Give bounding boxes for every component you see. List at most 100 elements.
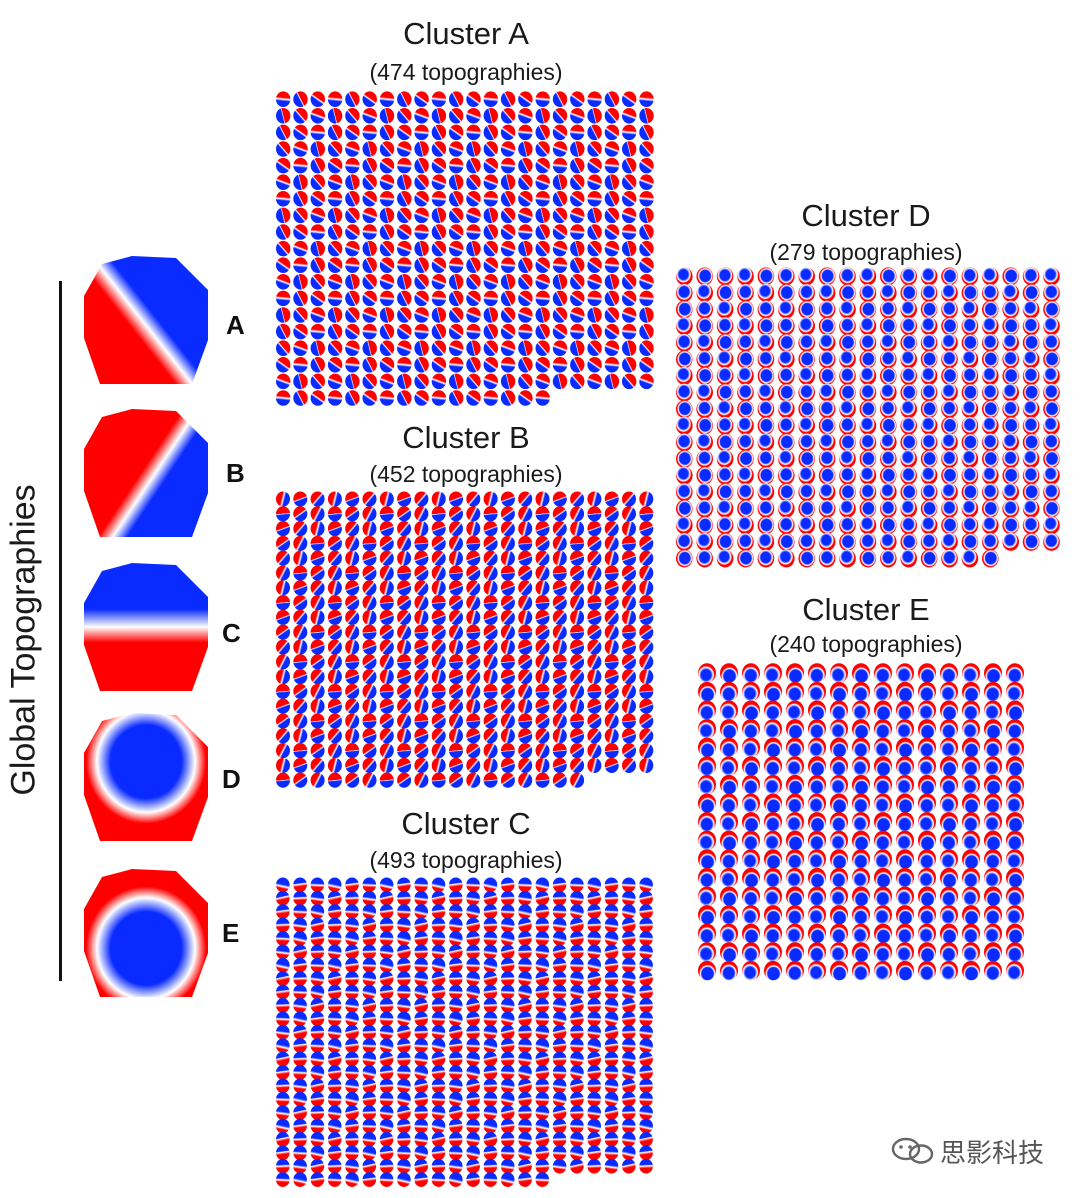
cluster-d-topography [737, 483, 754, 502]
cluster-b-topography [345, 506, 360, 522]
cluster-b-topography [466, 491, 481, 507]
cluster-a-topography [587, 124, 602, 141]
cluster-c-topography [552, 1158, 567, 1174]
cluster-b-topography [431, 624, 446, 640]
cluster-c-topography [466, 1145, 480, 1161]
cluster-a-topography [431, 224, 447, 240]
cluster-c-topography [397, 904, 411, 919]
cluster-e-topography [852, 663, 870, 683]
cluster-b-topography [604, 639, 619, 655]
cluster-b-topography [466, 639, 481, 655]
cluster-a-topography [535, 174, 550, 190]
cluster-c-topography [310, 1051, 325, 1067]
cluster-d-topography [941, 449, 958, 468]
cluster-a-topography [483, 141, 498, 157]
head-topography-a [84, 256, 208, 384]
cluster-d-topography [961, 483, 979, 502]
cluster-c-topography [483, 1038, 498, 1053]
cluster-d-topography [696, 449, 713, 468]
cluster-d-topography [716, 416, 734, 435]
cluster-a-topography [570, 207, 585, 224]
cluster-e-topography [742, 923, 760, 944]
cluster-b-topography [535, 772, 550, 788]
cluster-c-topography [397, 944, 411, 960]
cluster-d-topography [818, 350, 836, 369]
cluster-c-topography [639, 904, 653, 919]
cluster-a-topography [535, 108, 550, 124]
cluster-d-topography [1022, 433, 1040, 452]
cluster-d-topography [839, 433, 856, 452]
cluster-a-topography [483, 174, 498, 190]
cluster-b-topography [466, 521, 481, 537]
cluster-d-topography [880, 532, 897, 551]
cluster-d-topography [900, 383, 917, 402]
cluster-b-topography [466, 506, 481, 522]
cluster-c-topography [362, 957, 377, 973]
cluster-b-topography [639, 683, 654, 699]
cluster-e-topography [698, 886, 716, 906]
cluster-b-topography [587, 683, 602, 699]
cluster-d-topography [1022, 333, 1040, 352]
cluster-d-topography [920, 433, 938, 452]
cluster-a-topography [500, 307, 516, 323]
cluster-b-topography [362, 669, 377, 685]
cluster-a-topography [587, 207, 602, 224]
cluster-a-topography [535, 323, 550, 340]
cluster-a-topography [466, 141, 481, 157]
cluster-d-topography [941, 499, 958, 518]
cluster-d-topography [1022, 366, 1040, 385]
cluster-a-topography [397, 191, 412, 207]
cluster-c-topography [310, 877, 325, 893]
cluster-c-topography [414, 1011, 428, 1027]
cluster-d-topography [696, 483, 713, 502]
cluster-a-topography [587, 240, 602, 257]
cluster-b-topography [379, 565, 394, 581]
cluster-c-topography [449, 1132, 463, 1147]
cluster-c-topography [310, 1105, 325, 1120]
cluster-c-topography [552, 904, 567, 919]
cluster-c-topography [379, 1145, 394, 1161]
cluster-a-topography [535, 357, 550, 373]
cluster-c-topography [587, 1158, 601, 1174]
cluster-c-topography [570, 998, 584, 1013]
cluster-e-topography [830, 849, 848, 869]
cluster-c-topography [604, 944, 619, 960]
cluster-d-topography [818, 300, 836, 319]
cluster-b-topography [518, 743, 533, 759]
cluster-e-topography [698, 663, 716, 683]
cluster-b-topography [639, 550, 654, 566]
cluster-b-topography [276, 669, 290, 685]
cluster-b-topography [570, 624, 585, 640]
cluster-a-topography [397, 224, 412, 240]
cluster-b-topography [518, 506, 533, 522]
cluster-b-topography [483, 521, 498, 537]
cluster-b-topography [414, 550, 429, 566]
cluster-c-topography [639, 1011, 653, 1027]
cluster-a-topography [310, 240, 325, 257]
cluster-b-topography [310, 743, 325, 759]
cluster-a-topography [500, 191, 516, 207]
cluster-e-topography [874, 812, 892, 832]
cluster-d-topography [757, 416, 775, 435]
cluster-a-topography [327, 207, 343, 224]
cluster-c-topography [293, 1078, 307, 1094]
cluster-e-topography [984, 867, 1002, 888]
cluster-c-topography [310, 1038, 325, 1053]
cluster-c-topography [327, 1065, 342, 1080]
cluster-a-topography [379, 274, 395, 290]
cluster-d-topography [676, 383, 693, 402]
cluster-c-topography [293, 931, 307, 946]
cluster-c-topography [552, 1024, 567, 1040]
cluster-a-topography [293, 357, 308, 373]
cluster-b-topography [518, 550, 533, 566]
cluster-b-topography [449, 698, 463, 714]
cluster-c-topography [535, 931, 550, 946]
cluster-a-topography [570, 91, 585, 107]
cluster-a-topography [570, 340, 585, 356]
cluster-a-topography [466, 373, 481, 390]
cluster-c-topography [379, 1038, 394, 1053]
cluster-a-topography [310, 357, 325, 373]
cluster-d-topography [676, 499, 693, 518]
cluster-d-topography [798, 433, 815, 452]
cluster-d-topography [778, 333, 795, 352]
